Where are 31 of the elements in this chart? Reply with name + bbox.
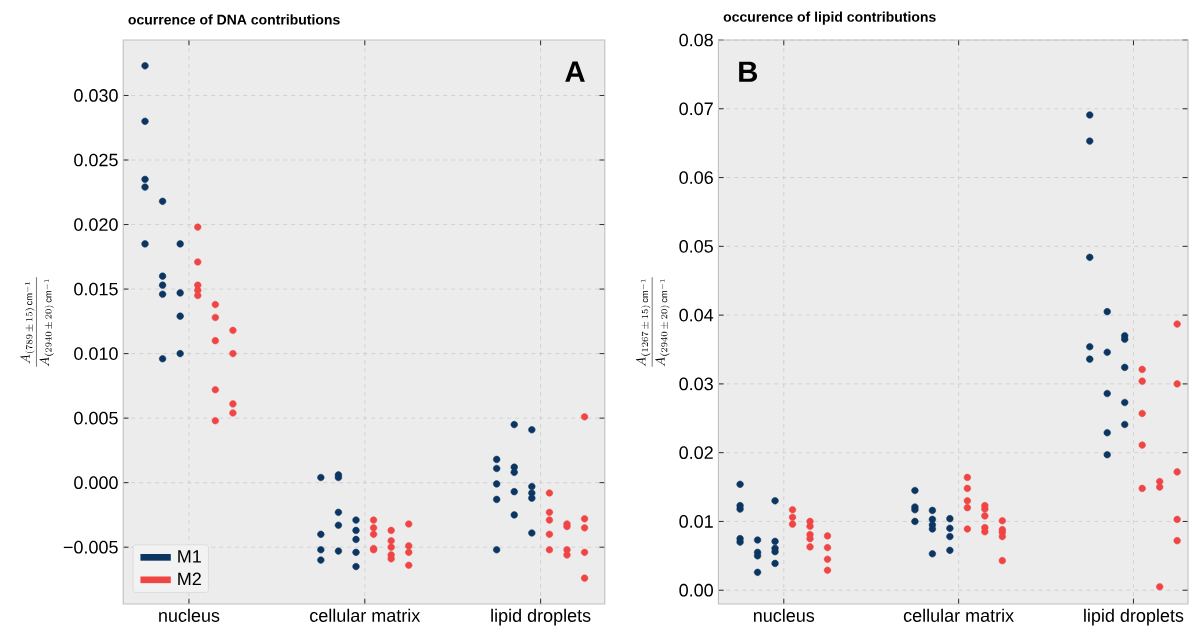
y-tick-label: 0.015 bbox=[74, 282, 118, 296]
x-tick-label: lipid droplets bbox=[1084, 608, 1184, 626]
y-tick-label: 0.000 bbox=[74, 476, 118, 490]
chart-title: occurence of lipid contributions bbox=[723, 11, 936, 25]
y-tick-label: 0.010 bbox=[74, 347, 118, 360]
y-tick-label: 0.04 bbox=[679, 308, 714, 322]
x-tick-label: cellular matrix bbox=[903, 608, 1014, 622]
y-tick-label: 0.08 bbox=[679, 33, 713, 47]
y-tick-label: 0.01 bbox=[679, 515, 713, 528]
legend-label: M2 bbox=[178, 572, 201, 586]
y-tick-label: 0.020 bbox=[74, 218, 118, 231]
annotation: B bbox=[739, 61, 758, 82]
x-tick-label: lipid droplets bbox=[491, 608, 591, 626]
y-tick-label: 0.07 bbox=[679, 102, 713, 116]
y-tick-label: −0.005 bbox=[63, 540, 118, 554]
x-tick-label: cellular matrix bbox=[310, 608, 421, 622]
y-tick-label: 0.02 bbox=[679, 446, 713, 460]
x-tick-label: nucleus bbox=[753, 608, 815, 622]
y-tick-label: 0.06 bbox=[679, 171, 713, 184]
y-axis-title: $\frac{A_{(1267\,\pm\,15)\,\mathrm{cm}^{-1}}}{A_{(2940\,\pm\,20)\,\mathrm{cm}^{-1}}}$ bbox=[635, 277, 670, 367]
y-tick-label: 0.030 bbox=[74, 89, 118, 102]
y-tick-label: 0.005 bbox=[74, 411, 118, 425]
x-tick-label: nucleus bbox=[159, 608, 220, 622]
y-axis-title: $\frac{A_{(789\,\pm\,15)\,\mathrm{cm}^{-1}}}{A_{(2940\,\pm\,20)\,\mathrm{cm}^{-1}}}$ bbox=[20, 277, 54, 367]
y-tick-label: 0.03 bbox=[679, 377, 713, 391]
legend-label: M1 bbox=[178, 550, 201, 563]
chart-title: ocurrence of DNA contributions bbox=[128, 14, 340, 25]
y-tick-label: 0.025 bbox=[74, 153, 118, 167]
y-tick-label: 0.00 bbox=[679, 583, 713, 597]
annotation: A bbox=[565, 61, 585, 82]
y-tick-label: 0.05 bbox=[679, 239, 713, 253]
